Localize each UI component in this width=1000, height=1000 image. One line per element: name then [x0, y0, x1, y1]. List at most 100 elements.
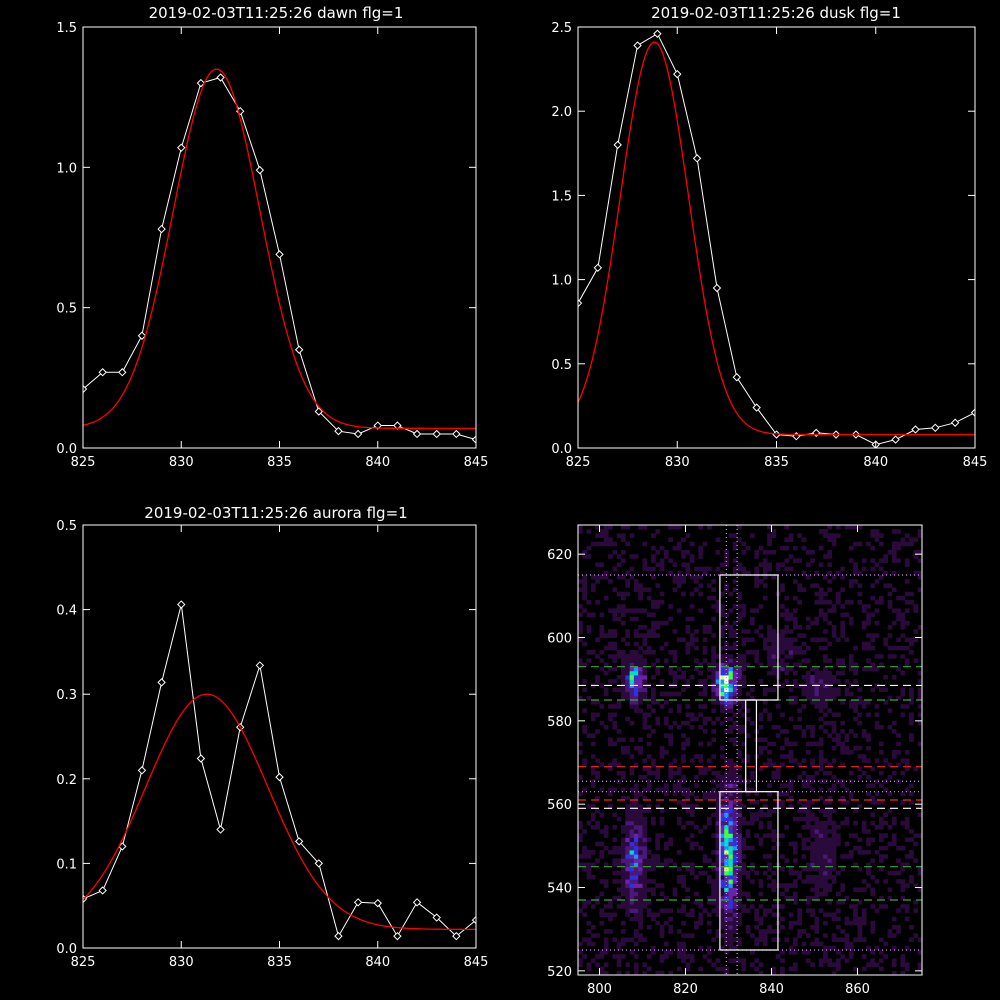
image-pixel: [664, 641, 669, 647]
image-pixel: [608, 737, 613, 743]
image-pixel: [702, 541, 708, 547]
image-pixel: [745, 895, 751, 901]
image-pixel: [745, 758, 751, 763]
image-pixel: [633, 608, 639, 613]
image-pixel: [737, 866, 742, 872]
image-pixel: [719, 925, 725, 930]
image-pixel: [814, 591, 820, 597]
image-pixel: [797, 833, 802, 838]
image-pixel: [719, 816, 725, 822]
image-pixel: [621, 695, 626, 701]
image-pixel: [767, 712, 772, 718]
image-pixel: [801, 633, 807, 638]
image-pixel: [608, 741, 613, 747]
image-pixel: [681, 550, 686, 555]
image-pixel: [659, 545, 665, 551]
image-pixel: [741, 820, 747, 826]
image-pixel: [737, 787, 742, 793]
image-pixel: [741, 704, 747, 709]
image-pixel: [784, 670, 790, 676]
image-pixel: [668, 970, 673, 976]
image-pixel: [642, 795, 648, 801]
image-pixel: [771, 650, 777, 655]
image-y-tick-label: 580: [547, 715, 572, 730]
image-pixel: [608, 633, 613, 638]
image-pixel: [719, 833, 725, 838]
image-pixel: [633, 912, 639, 918]
image-pixel: [612, 608, 618, 613]
image-pixel: [633, 904, 639, 909]
image-pixel: [638, 812, 643, 818]
image-pixel: [904, 762, 910, 768]
image-pixel: [823, 675, 828, 680]
image-pixel: [698, 766, 704, 772]
image-pixel: [698, 725, 704, 730]
image-pixel: [861, 829, 867, 834]
image-pixel: [582, 662, 587, 668]
image-pixel: [642, 670, 648, 676]
image-pixel: [810, 850, 815, 855]
image-pixel: [793, 883, 798, 888]
image-pixel: [616, 616, 622, 622]
image-pixel: [694, 841, 699, 847]
image-pixel: [642, 825, 648, 830]
image-pixel: [711, 891, 716, 897]
image-pixel: [771, 687, 777, 693]
image-pixel: [728, 904, 734, 909]
image-pixel: [814, 600, 820, 605]
image-pixel: [603, 970, 609, 976]
image-pixel: [754, 966, 759, 972]
image-pixel: [724, 904, 729, 909]
image-pixel: [801, 758, 807, 763]
dusk-x-tick-label: 825: [566, 455, 591, 470]
image-pixel: [810, 758, 815, 763]
image-pixel: [719, 675, 725, 680]
image-pixel: [681, 933, 686, 938]
image-pixel: [793, 558, 798, 563]
image-pixel: [767, 908, 772, 913]
image-pixel: [767, 716, 772, 722]
image-pixel: [767, 566, 772, 572]
dawn-panel-title: 2019-02-03T11:25:26 dawn flg=1: [149, 4, 404, 22]
image-pixel: [590, 958, 596, 963]
image-pixel: [724, 800, 729, 805]
image-pixel: [707, 791, 712, 797]
image-pixel: [801, 879, 807, 884]
image-pixel: [793, 741, 798, 747]
image-pixel: [676, 570, 682, 576]
image-pixel: [732, 841, 738, 847]
dawn-y-tick-label: 1.0: [56, 161, 77, 176]
image-pixel: [844, 612, 850, 618]
image-pixel: [814, 570, 820, 576]
image-pixel: [608, 791, 613, 797]
image-pixel: [689, 908, 695, 913]
image-pixel: [646, 808, 652, 813]
image-pixel: [715, 816, 721, 822]
image-pixel: [818, 637, 824, 643]
dusk-fit-curve: [578, 41, 975, 436]
image-pixel: [668, 650, 673, 655]
image-pixel: [754, 650, 759, 655]
image-pixel: [814, 829, 820, 834]
image-pixel: [793, 900, 798, 905]
image-pixel: [685, 895, 691, 901]
image-pixel: [762, 937, 768, 943]
image-pixel: [689, 712, 695, 718]
image-pixel: [900, 791, 906, 797]
image-pixel: [818, 612, 824, 618]
image-pixel: [831, 725, 837, 730]
image-pixel: [616, 604, 622, 609]
image-pixel: [668, 733, 673, 738]
image-pixel: [818, 837, 824, 843]
image-pixel: [638, 625, 643, 630]
image-pixel: [801, 570, 807, 576]
image-pixel: [590, 716, 596, 722]
image-pixel: [616, 687, 622, 693]
image-pixel: [719, 875, 725, 880]
image-pixel: [870, 566, 876, 572]
image-pixel: [814, 687, 820, 693]
image-pixel: [793, 670, 798, 676]
image-pixel: [621, 604, 626, 609]
image-pixel: [616, 533, 622, 538]
image-pixel: [633, 654, 639, 659]
